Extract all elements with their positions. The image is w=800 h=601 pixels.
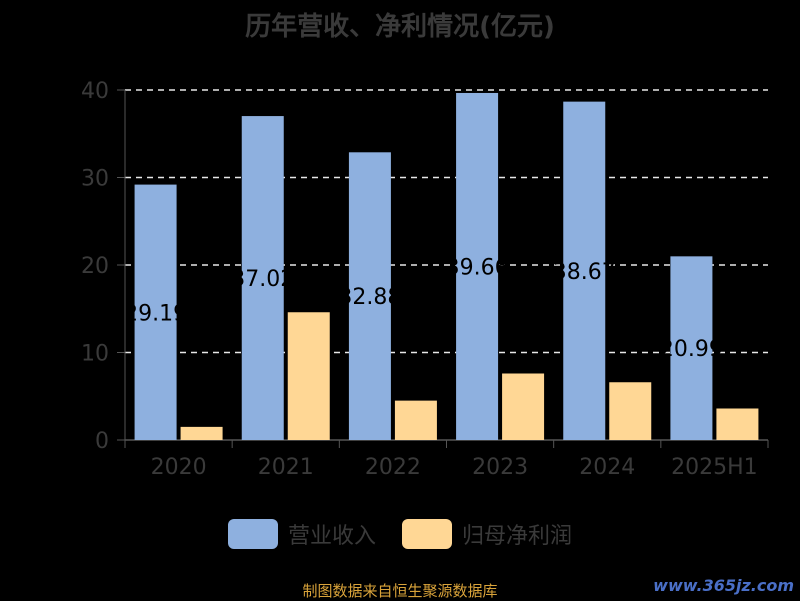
revenue-bar (134, 184, 177, 440)
revenue-data-label: 39.66 (446, 255, 509, 280)
revenue-bar (348, 152, 391, 441)
revenue-bar (563, 101, 606, 440)
revenue-bar (241, 116, 284, 440)
legend-label-net-profit: 归母净利润 (462, 524, 573, 549)
revenue-data-label: 20.99 (660, 337, 723, 362)
chart-title: 历年营收、净利情况(亿元) (245, 12, 555, 42)
x-tick-label: 2022 (365, 455, 421, 480)
legend-item-revenue[interactable]: 营业收入 (227, 518, 376, 550)
y-tick-label: 20 (81, 254, 109, 279)
revenue-bar (670, 256, 713, 440)
legend-swatch-net-profit (402, 519, 452, 549)
watermark: www.365jz.com (653, 576, 794, 595)
x-tick-label: 2025H1 (671, 455, 758, 480)
revenue-data-label: 32.88 (338, 285, 401, 310)
revenue-data-label: 38.67 (553, 260, 616, 285)
net-profit-bar (287, 312, 330, 440)
x-tick-label: 2021 (258, 455, 314, 480)
net-profit-bar (609, 382, 652, 440)
y-tick-label: 40 (81, 79, 109, 104)
legend-swatch-revenue (227, 519, 278, 549)
y-tick-label: 10 (81, 342, 109, 367)
revenue-data-label: 29.19 (124, 301, 187, 326)
net-profit-bar (394, 400, 437, 440)
net-profit-bar (180, 426, 223, 440)
net-profit-bar (716, 408, 759, 440)
x-tick-label: 2023 (472, 455, 528, 480)
y-tick-label: 0 (95, 429, 109, 454)
legend-item-net-profit[interactable]: 归母净利润 (402, 518, 572, 550)
x-tick-label: 2024 (579, 455, 635, 480)
data-source-note: 制图数据来自恒生聚源数据库 (302, 582, 498, 600)
legend: 营业收入 归母净利润 (0, 518, 800, 550)
revenue-bar (456, 92, 499, 440)
y-tick-label: 30 (81, 167, 109, 192)
net-profit-bar (502, 373, 545, 440)
x-tick-label: 2020 (151, 455, 207, 480)
legend-label-revenue: 营业收入 (287, 524, 376, 549)
revenue-data-label: 37.02 (231, 267, 294, 292)
